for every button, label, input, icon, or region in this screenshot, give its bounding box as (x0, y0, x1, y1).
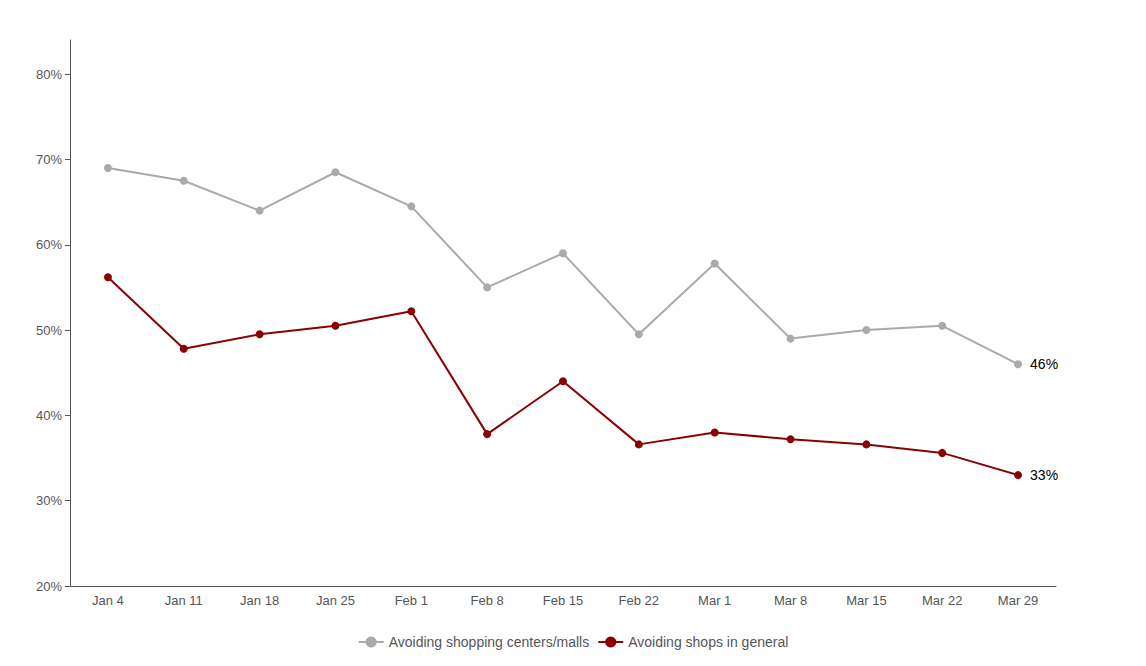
svg-text:Mar 8: Mar 8 (774, 593, 807, 608)
svg-text:50%: 50% (36, 323, 62, 338)
svg-text:Jan 25: Jan 25 (316, 593, 355, 608)
svg-text:Feb 15: Feb 15 (543, 593, 583, 608)
svg-text:60%: 60% (36, 237, 62, 252)
svg-text:46%: 46% (1030, 356, 1058, 372)
svg-text:Mar 29: Mar 29 (998, 593, 1038, 608)
svg-text:80%: 80% (36, 67, 62, 82)
svg-text:20%: 20% (36, 579, 62, 594)
svg-text:30%: 30% (36, 493, 62, 508)
svg-text:Avoiding shopping centers/mall: Avoiding shopping centers/malls (389, 634, 590, 650)
svg-text:Jan 4: Jan 4 (92, 593, 124, 608)
svg-text:Avoiding shops in general: Avoiding shops in general (628, 634, 788, 650)
svg-text:Feb 22: Feb 22 (619, 593, 659, 608)
svg-text:Mar 15: Mar 15 (846, 593, 886, 608)
svg-text:Jan 11: Jan 11 (165, 593, 203, 608)
svg-text:70%: 70% (36, 152, 62, 167)
svg-text:Feb 1: Feb 1 (395, 593, 428, 608)
svg-text:Feb 8: Feb 8 (471, 593, 504, 608)
svg-text:40%: 40% (36, 408, 62, 423)
svg-text:33%: 33% (1030, 467, 1058, 483)
svg-text:Mar 22: Mar 22 (922, 593, 962, 608)
svg-text:Jan 18: Jan 18 (240, 593, 279, 608)
svg-text:Mar 1: Mar 1 (698, 593, 731, 608)
